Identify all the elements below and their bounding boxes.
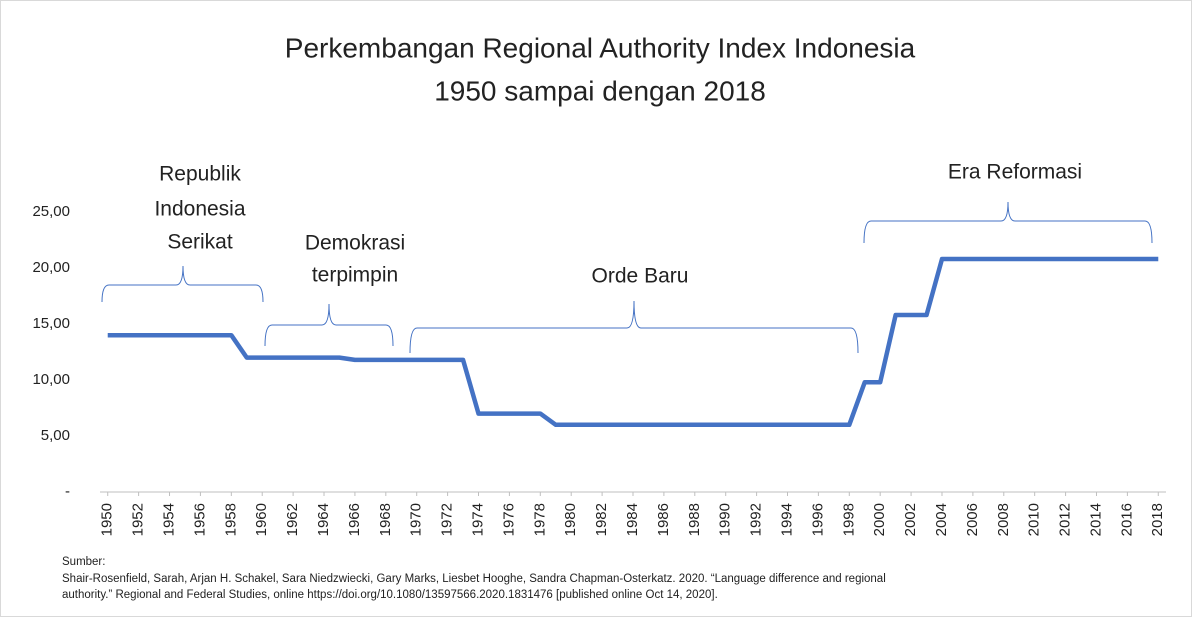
x-tick-label: 1964 (315, 503, 332, 536)
x-tick-label: 1968 (377, 503, 394, 536)
chart-title: Perkembangan Regional Authority Index In… (285, 32, 916, 63)
x-tick-label: 1972 (439, 503, 456, 536)
period-label: Demokrasi (305, 232, 405, 255)
period-label: terpimpin (312, 264, 398, 287)
x-tick-label: 1986 (655, 503, 672, 536)
y-tick-label: 10,00 (32, 371, 70, 388)
x-tick-label: 2002 (902, 503, 919, 536)
period-label: Era Reformasi (948, 161, 1082, 184)
x-tick-label: 1960 (253, 503, 270, 536)
x-tick-label: 1990 (717, 503, 734, 536)
x-tick-label: 1976 (500, 503, 517, 536)
x-tick-label: 2010 (1026, 503, 1043, 536)
period-bracket (264, 303, 394, 347)
y-tick-label: - (65, 483, 70, 500)
period-bracket (863, 201, 1153, 244)
x-tick-label: 1980 (562, 503, 579, 536)
x-tick-label: 1988 (686, 503, 703, 536)
x-tick-label: 1984 (624, 503, 641, 536)
source-label: Sumber: (62, 556, 106, 568)
source-text: authority.” Regional and Federal Studies… (62, 589, 718, 601)
period-bracket (409, 300, 859, 354)
x-tick-label: 1962 (284, 503, 301, 536)
x-tick-label: 2006 (964, 503, 981, 536)
period-label: Serikat (167, 231, 233, 254)
x-tick-label: 1996 (809, 503, 826, 536)
period-label: Orde Baru (592, 265, 689, 288)
x-tick-label: 1966 (346, 503, 363, 536)
x-tick-label: 1998 (840, 503, 857, 536)
x-tick-label: 1994 (778, 503, 795, 536)
data-line (107, 256, 1159, 428)
x-tick-label: 2000 (871, 503, 888, 536)
y-tick-label: 5,00 (41, 427, 70, 444)
x-tick-label: 1958 (222, 503, 239, 536)
x-tick-label: 2016 (1118, 503, 1135, 536)
x-tick-label: 2004 (933, 503, 950, 536)
x-tick-label: 2014 (1087, 503, 1104, 536)
x-tick-label: 1954 (160, 503, 177, 536)
x-tick-label: 1978 (531, 503, 548, 536)
y-tick-label: 20,00 (32, 259, 70, 276)
x-tick-label: 1992 (748, 503, 765, 536)
period-bracket (101, 265, 264, 303)
period-label: Republik (159, 163, 241, 186)
y-tick-label: 15,00 (32, 315, 70, 332)
x-tick-label: 1982 (593, 503, 610, 536)
x-tick-label: 2018 (1149, 503, 1166, 536)
x-tick-label: 1950 (99, 503, 116, 536)
x-tick-label: 1970 (408, 503, 425, 536)
x-tick-label: 1952 (130, 503, 147, 536)
source-text: Shair-Rosenfield, Sarah, Arjan H. Schake… (62, 573, 886, 585)
x-tick-label: 1974 (469, 503, 486, 536)
y-tick-label: 25,00 (32, 203, 70, 220)
x-tick-label: 1956 (191, 503, 208, 536)
x-tick-label: 2008 (995, 503, 1012, 536)
x-tick-label: 2012 (1057, 503, 1074, 536)
chart-subtitle: 1950 sampai dengan 2018 (434, 75, 766, 106)
period-label: Indonesia (154, 198, 245, 221)
